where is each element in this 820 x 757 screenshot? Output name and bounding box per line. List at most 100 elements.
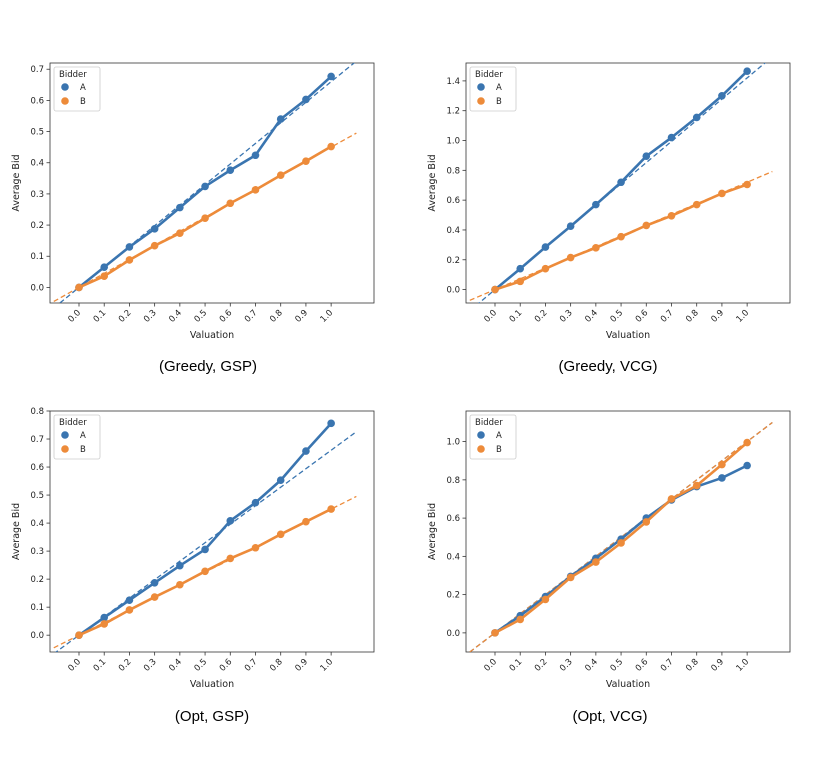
y-tick-label: 0.4 [446, 226, 460, 236]
data-point-A [692, 113, 701, 122]
y-tick-label: 0.8 [446, 166, 460, 176]
data-point-B [150, 593, 159, 601]
x-tick-label: 0.5 [609, 657, 626, 674]
x-tick-label: 0.6 [218, 308, 235, 325]
x-tick-label: 0.6 [634, 308, 651, 325]
y-tick-label: 0.3 [30, 547, 44, 557]
data-point-A [251, 151, 260, 160]
legend-entry-A: A [80, 83, 86, 93]
y-tick-label: 0.3 [30, 190, 44, 200]
data-point-A [743, 461, 751, 470]
data-point-A [327, 419, 335, 428]
data-point-A [617, 178, 625, 187]
x-tick-label: 0.4 [583, 657, 600, 674]
data-point-B [516, 615, 525, 624]
data-point-A [176, 203, 184, 212]
x-tick-label: 0.4 [167, 657, 184, 674]
fit-line-A [54, 431, 357, 652]
data-point-B [617, 232, 625, 241]
data-point-B [327, 142, 335, 151]
data-point-B [251, 543, 260, 552]
data-point-B [176, 229, 184, 237]
plot-frame [465, 62, 791, 304]
x-tick-label: 0.9 [293, 657, 310, 674]
data-point-B [541, 264, 550, 273]
data-point-B [276, 171, 285, 180]
y-tick-label: 1.4 [446, 77, 460, 87]
y-tick-label: 0.4 [30, 159, 44, 169]
legend-marker-A [477, 83, 485, 91]
data-point-A [150, 578, 159, 587]
x-tick-label: 0.3 [558, 657, 575, 674]
x-tick-label: 1.0 [735, 657, 752, 674]
data-point-B [302, 517, 310, 526]
legend-title: Bidder [59, 418, 87, 428]
x-tick-label: 0.7 [659, 308, 676, 325]
data-point-B [201, 214, 209, 223]
data-point-A [743, 67, 751, 75]
data-point-A [592, 200, 600, 209]
y-tick-label: 0.6 [446, 196, 460, 206]
y-axis-label: Average Bid [11, 503, 22, 560]
x-tick-label: 0.7 [659, 657, 676, 674]
data-point-B [642, 518, 651, 526]
data-point-A [100, 263, 109, 271]
data-point-B [642, 221, 651, 230]
data-point-A [176, 561, 184, 570]
x-tick-label: 0.5 [193, 657, 210, 674]
x-tick-label: 1.0 [735, 308, 752, 325]
chart-panel-0: 0.0 0.1 0.2 0.3 0.4 0.5 0.6 0.7 0.0 0.1 0.2 0.3 0.4 0… [11, 62, 375, 341]
legend-title: Bidder [475, 70, 503, 80]
chart-panel-2: 0.0 0.1 0.2 0.3 0.4 0.5 0.6 0.7 0.8 0.0 0.1 0.2 0.3 0… [11, 407, 375, 690]
y-tick-label: 1.2 [446, 107, 460, 117]
x-tick-label: 0.7 [243, 308, 260, 325]
x-tick-label: 0.8 [268, 308, 285, 325]
legend-marker-A [477, 431, 485, 439]
data-point-B [667, 495, 676, 503]
y-tick-label: 0.7 [30, 65, 44, 75]
x-tick-label: 1.0 [319, 308, 336, 325]
plot-frame [465, 410, 791, 653]
chart-panel-1: 0.0 0.2 0.4 0.6 0.8 1.0 1.2 1.4 0.0 0.1 0.2 0.3 0.4 0… [427, 62, 791, 341]
data-point-B [743, 438, 751, 447]
y-tick-label: 0.6 [30, 463, 44, 473]
y-tick-label: 0.8 [30, 407, 44, 417]
data-point-A [566, 222, 575, 231]
data-point-B [100, 620, 109, 628]
y-tick-label: 0.2 [30, 575, 44, 585]
caption-greedy-gsp: (Greedy, GSP) [158, 358, 258, 375]
x-tick-label: 0.3 [142, 657, 159, 674]
y-tick-label: 0.2 [30, 221, 44, 231]
data-point-B [226, 554, 235, 563]
x-tick-label: 0.1 [92, 657, 109, 674]
data-point-B [75, 283, 83, 292]
y-tick-label: 0.8 [446, 476, 460, 486]
data-point-A [201, 182, 209, 191]
data-point-B [176, 580, 184, 589]
legend: Bidder AB [469, 66, 517, 112]
data-point-B [566, 253, 575, 262]
data-point-B [516, 277, 525, 286]
x-tick-label: 0.3 [558, 308, 575, 325]
plot-frame [49, 410, 375, 653]
data-point-B [667, 211, 676, 220]
data-point-A [642, 152, 651, 160]
x-tick-label: 0.6 [218, 657, 235, 674]
plot-area [469, 421, 773, 652]
x-tick-label: 0.1 [508, 308, 525, 325]
y-axis-label: Average Bid [11, 154, 22, 211]
data-point-B [226, 199, 235, 208]
x-tick-label: 0.0 [66, 657, 83, 674]
data-point-A [718, 474, 726, 482]
plot-area [53, 419, 357, 652]
legend-entry-A: A [80, 431, 86, 441]
x-tick-label: 0.0 [482, 657, 499, 674]
data-point-B [327, 505, 335, 513]
legend: Bidder AB [53, 414, 101, 460]
data-point-B [276, 530, 285, 539]
x-tick-label: 0.9 [709, 308, 726, 325]
data-point-B [491, 629, 499, 637]
x-axis-label: Valuation [606, 679, 650, 690]
x-tick-label: 0.1 [508, 657, 525, 674]
